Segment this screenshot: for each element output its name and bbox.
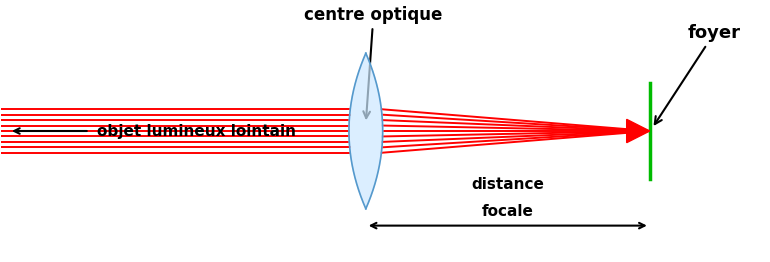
- Text: centre optique: centre optique: [304, 6, 443, 118]
- Text: focale: focale: [482, 204, 534, 219]
- Polygon shape: [627, 119, 650, 143]
- Text: foyer: foyer: [654, 24, 741, 124]
- Polygon shape: [349, 53, 383, 209]
- Text: objet lumineux lointain: objet lumineux lointain: [97, 123, 296, 139]
- Text: distance: distance: [471, 177, 544, 192]
